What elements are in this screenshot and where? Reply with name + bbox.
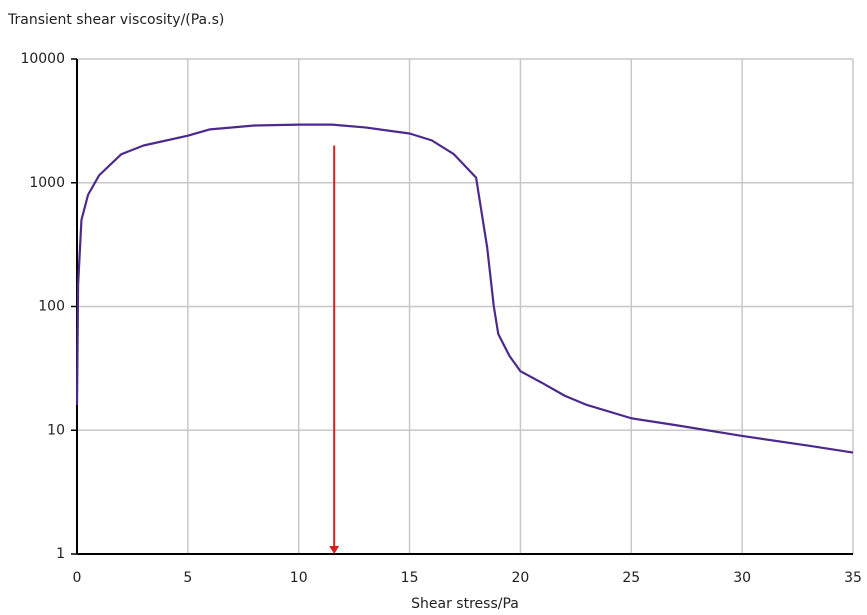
y-tick-label: 1	[56, 546, 65, 562]
x-tick-label: 30	[733, 570, 751, 586]
y-tick-label: 10	[47, 422, 65, 438]
y-tick-label: 1000	[29, 175, 65, 191]
x-tick-label: 5	[183, 570, 192, 586]
y-axis-label: Transient shear viscosity/(Pa.s)	[7, 12, 224, 28]
y-tick-label: 100	[38, 299, 65, 315]
x-axis-label: Shear stress/Pa	[411, 596, 519, 612]
x-tick-label: 10	[290, 570, 308, 586]
x-tick-label: 20	[512, 570, 530, 586]
x-tick-label: 35	[844, 570, 862, 586]
data-line	[75, 123, 854, 454]
x-tick-label: 0	[73, 570, 82, 586]
arrow-head	[329, 546, 340, 554]
x-tick-label: 25	[622, 570, 640, 586]
y-tick-label: 10000	[20, 51, 65, 67]
x-tick-label: 15	[401, 570, 419, 586]
